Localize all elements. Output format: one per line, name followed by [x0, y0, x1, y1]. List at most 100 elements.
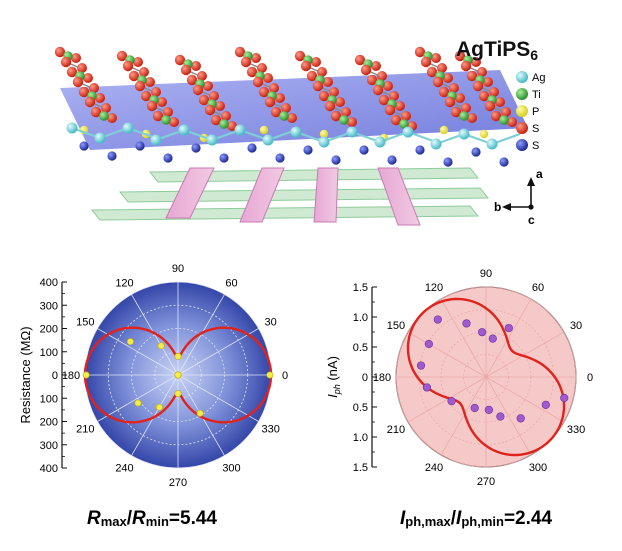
data-point: [266, 371, 274, 379]
axis-a-label: a: [536, 167, 543, 181]
legend-label: Ti: [532, 89, 541, 101]
legend-label: S: [532, 123, 539, 135]
legend-swatch: [516, 139, 528, 151]
sulfur-atom: [140, 90, 152, 102]
photocurrent-ratio: Iph,max/Iph,min=2.44: [400, 508, 552, 529]
scale-tick-label: 400: [40, 277, 58, 289]
data-point: [424, 339, 433, 349]
sulfur-atom: [227, 121, 237, 131]
sulfur-atom: [221, 111, 231, 121]
grid-spoke: [131, 374, 179, 456]
sulfur-atom: [204, 104, 216, 116]
sulfur-atom: [157, 97, 167, 107]
sulfur-atom: [303, 145, 313, 155]
sulfur-atom: [174, 54, 186, 66]
sulfur-atom: [495, 97, 505, 107]
data-point: [541, 400, 550, 409]
sulfur-atom: [501, 107, 511, 117]
sulfur-atom: [263, 73, 273, 83]
sulfur-atom: [415, 145, 425, 155]
sulfur-atom: [107, 113, 117, 123]
grid-spoke: [97, 328, 179, 376]
sulfur-atom: [54, 46, 66, 58]
grid-spoke: [485, 376, 565, 423]
sulfur-atom: [432, 76, 444, 88]
sulfur-atom: [414, 46, 426, 58]
sulfur-atom: [240, 56, 252, 68]
titanium-atom: [399, 119, 409, 129]
sulfur-atom: [472, 80, 484, 92]
structure-title: AgTiPS6: [456, 38, 538, 63]
angle-label: 120: [115, 277, 133, 289]
sulfur-atom: [146, 100, 158, 112]
fit-curve: [406, 297, 566, 457]
sulfur-atom: [390, 114, 402, 126]
sulfur-atom: [323, 77, 333, 87]
sulfur-atom: [270, 106, 282, 118]
phosphorus-atom: [259, 125, 269, 135]
angle-label: 0: [587, 372, 593, 384]
sulfur-atom: [198, 94, 210, 106]
data-point: [560, 393, 569, 403]
silver-atom: [346, 126, 358, 138]
sulfur-atom: [389, 91, 399, 101]
silver-atom: [318, 136, 330, 148]
sulfur-atom: [72, 76, 84, 88]
grid-spoke: [97, 374, 179, 422]
sulfur-atom: [318, 90, 330, 102]
data-point: [174, 352, 182, 360]
sulfur-atom: [294, 50, 306, 62]
sulfur-atom: [275, 93, 285, 103]
legend-swatch: [516, 122, 528, 134]
angle-label: 150: [76, 317, 94, 329]
sulfur-atom: [209, 91, 219, 101]
sulfur-atom: [312, 80, 324, 92]
sulfur-atom: [78, 86, 90, 98]
angle-label: 300: [529, 462, 547, 474]
grid-spoke: [485, 331, 565, 378]
grid-spoke: [485, 298, 532, 378]
sulfur-atom: [203, 81, 213, 91]
angle-label: 120: [425, 282, 443, 294]
silver-atom: [262, 134, 274, 146]
legend-label: P: [532, 106, 539, 118]
sulfur-atom: [128, 70, 140, 82]
data-point: [516, 414, 525, 423]
angle-label: 300: [222, 463, 240, 475]
sulfur-atom: [383, 81, 393, 91]
data-point: [196, 409, 204, 417]
sulfur-atom: [210, 114, 222, 126]
atoms-layer: [54, 46, 521, 167]
data-point: [416, 361, 426, 370]
scale-tick-label: 1.0: [353, 432, 368, 444]
axis-b-label: b: [494, 200, 501, 214]
silver-atom: [94, 132, 106, 144]
data-point: [496, 412, 505, 421]
sulfur-atom: [360, 64, 372, 76]
sulfur-atom: [347, 117, 357, 127]
sulfur-atom: [371, 61, 381, 71]
angle-label: 180: [62, 370, 80, 382]
sulfur-atom: [135, 141, 145, 151]
angle-label: 30: [265, 317, 277, 329]
sulfur-atom: [454, 50, 466, 62]
silver-atom: [122, 122, 134, 134]
sulfur-atom: [107, 151, 117, 161]
silver-atom: [206, 134, 218, 146]
legend-swatch: [516, 88, 528, 100]
data-point: [447, 396, 456, 406]
sulfur-atom: [275, 153, 285, 163]
sulfur-atom: [499, 157, 509, 167]
angle-label: 210: [76, 424, 94, 436]
device-grid: [90, 167, 490, 226]
titanium-atom: [99, 111, 109, 121]
titanium-atom: [279, 111, 289, 121]
data-point: [82, 371, 90, 379]
sulfur-atom: [443, 73, 453, 83]
sulfur-atom: [258, 86, 270, 98]
titanium-atom: [459, 111, 469, 121]
sulfur-atom: [431, 53, 441, 63]
legend-item: Ti: [516, 88, 541, 101]
angle-label: 270: [169, 477, 187, 489]
